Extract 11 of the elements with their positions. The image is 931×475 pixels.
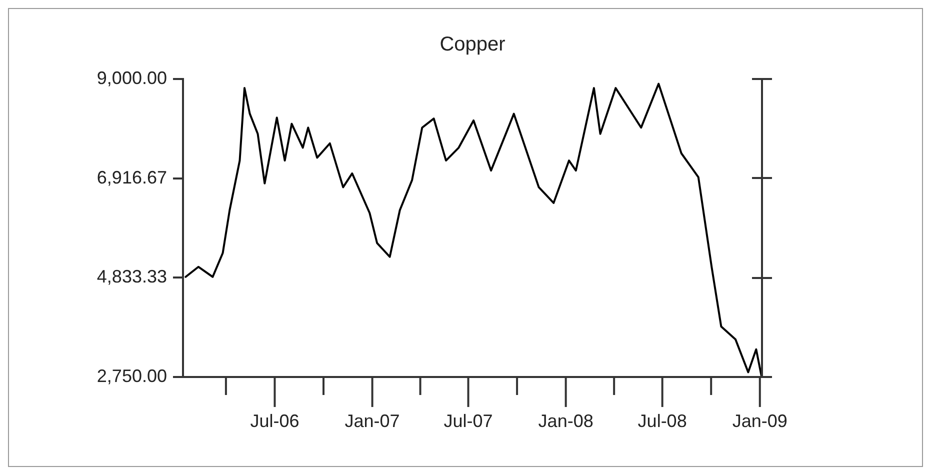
x-tick-label: Jan-07	[344, 410, 400, 431]
y-tick-label: 4,833.33	[96, 266, 167, 287]
y-tick-label: 2,750.00	[96, 366, 167, 386]
x-tick-label: Jul-06	[250, 410, 300, 431]
x-tick-label: Jan-08	[538, 410, 594, 431]
y-tick-label: 6,916.67	[96, 167, 167, 188]
chart-title: Copper	[440, 34, 506, 56]
x-tick-label: Jan-09	[732, 410, 788, 431]
x-tick-label: Jul-07	[444, 410, 493, 431]
y-tick-label: 9,000.00	[96, 68, 167, 88]
x-tick-label: Jul-08	[638, 410, 687, 431]
